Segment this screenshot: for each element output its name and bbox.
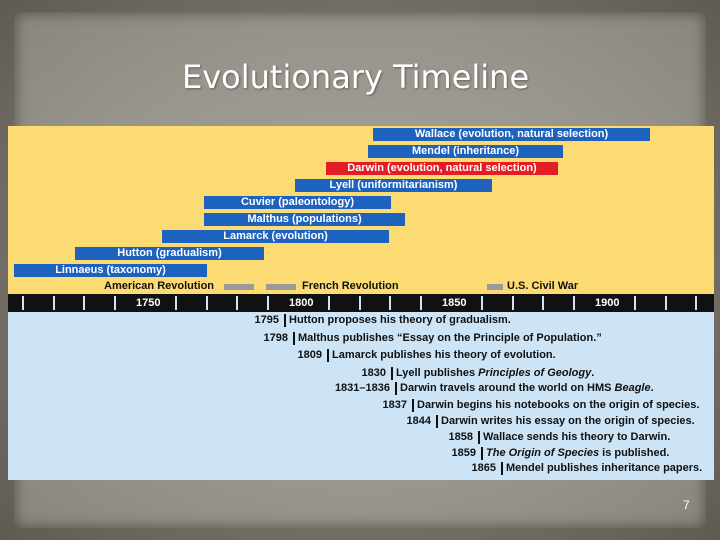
event-text: Malthus publishes “Essay on the Principl…: [298, 332, 602, 344]
year-axis: [8, 294, 714, 312]
event-divider: [436, 415, 438, 428]
axis-tick: [114, 296, 116, 310]
axis-tick: [206, 296, 208, 310]
event-date: 1859: [451, 447, 476, 459]
event-divider: [395, 382, 397, 395]
event-date: 1844: [406, 415, 431, 427]
civil-war-bar: [487, 284, 503, 290]
axis-tick: [53, 296, 55, 310]
event-date: 1831–1836: [334, 382, 390, 394]
event-text: Lamarck publishes his theory of evolutio…: [332, 349, 556, 361]
event-text: Lyell publishes Principles of Geology.: [396, 367, 595, 379]
person-bar-linnaeus: Linnaeus (taxonomy): [14, 264, 207, 277]
person-bar-malthus: Malthus (populations): [204, 213, 405, 226]
event-divider: [284, 314, 286, 327]
event-text: Wallace sends his theory to Darwin.: [483, 431, 671, 443]
event-divider: [478, 431, 480, 444]
event-date: 1858: [448, 431, 473, 443]
event-divider: [501, 462, 503, 475]
axis-year-1750: 1750: [136, 297, 161, 309]
axis-tick: [328, 296, 330, 310]
event-text: Darwin writes his essay on the origin of…: [441, 415, 695, 427]
event-text: The Origin of Species is published.: [486, 447, 670, 459]
french-revolution-bar: [266, 284, 296, 290]
axis-tick: [389, 296, 391, 310]
event-date: 1830: [361, 367, 386, 379]
axis-tick: [512, 296, 514, 310]
axis-tick: [359, 296, 361, 310]
axis-tick: [573, 296, 575, 310]
axis-tick: [481, 296, 483, 310]
axis-tick: [634, 296, 636, 310]
event-divider: [412, 399, 414, 412]
axis-year-1900: 1900: [595, 297, 620, 309]
slide-title: Evolutionary Timeline: [182, 58, 530, 96]
event-date: 1865: [471, 462, 496, 474]
axis-tick: [83, 296, 85, 310]
axis-tick: [22, 296, 24, 310]
events-band: [8, 294, 714, 480]
event-divider: [293, 332, 295, 345]
axis-tick: [665, 296, 667, 310]
event-text: Darwin begins his notebooks on the origi…: [417, 399, 700, 411]
axis-tick: [695, 296, 697, 310]
person-bar-wallace: Wallace (evolution, natural selection): [373, 128, 650, 141]
axis-tick: [175, 296, 177, 310]
axis-tick: [236, 296, 238, 310]
event-divider: [481, 447, 483, 460]
event-divider: [327, 349, 329, 362]
axis-tick: [267, 296, 269, 310]
event-date: 1809: [297, 349, 322, 361]
event-civil-war: U.S. Civil War: [507, 280, 579, 292]
event-text: Hutton proposes his theory of gradualism…: [289, 314, 511, 326]
event-american-revolution: American Revolution: [104, 280, 215, 292]
person-bar-darwin: Darwin (evolution, natural selection): [326, 162, 558, 175]
event-text: Mendel publishes inheritance papers.: [506, 462, 703, 474]
event-date: 1795: [254, 314, 279, 326]
person-bar-hutton: Hutton (gradualism): [75, 247, 264, 260]
person-bar-mendel: Mendel (inheritance): [368, 145, 563, 158]
event-divider: [391, 367, 393, 380]
person-bar-lamarck: Lamarck (evolution): [162, 230, 389, 243]
event-date: 1798: [263, 332, 288, 344]
event-text: Darwin travels around the world on HMS B…: [400, 382, 654, 394]
axis-tick: [420, 296, 422, 310]
person-bar-lyell: Lyell (uniformitarianism): [295, 179, 492, 192]
american-revolution-bar: [224, 284, 254, 290]
person-bar-cuvier: Cuvier (paleontology): [204, 196, 391, 209]
axis-tick: [542, 296, 544, 310]
timeline-figure: Wallace (evolution, natural selection) M…: [8, 126, 714, 480]
axis-year-1850: 1850: [442, 297, 467, 309]
event-date: 1837: [382, 399, 407, 411]
page-number: 7: [683, 498, 690, 512]
axis-year-1800: 1800: [289, 297, 314, 309]
event-french-revolution: French Revolution: [302, 280, 399, 292]
